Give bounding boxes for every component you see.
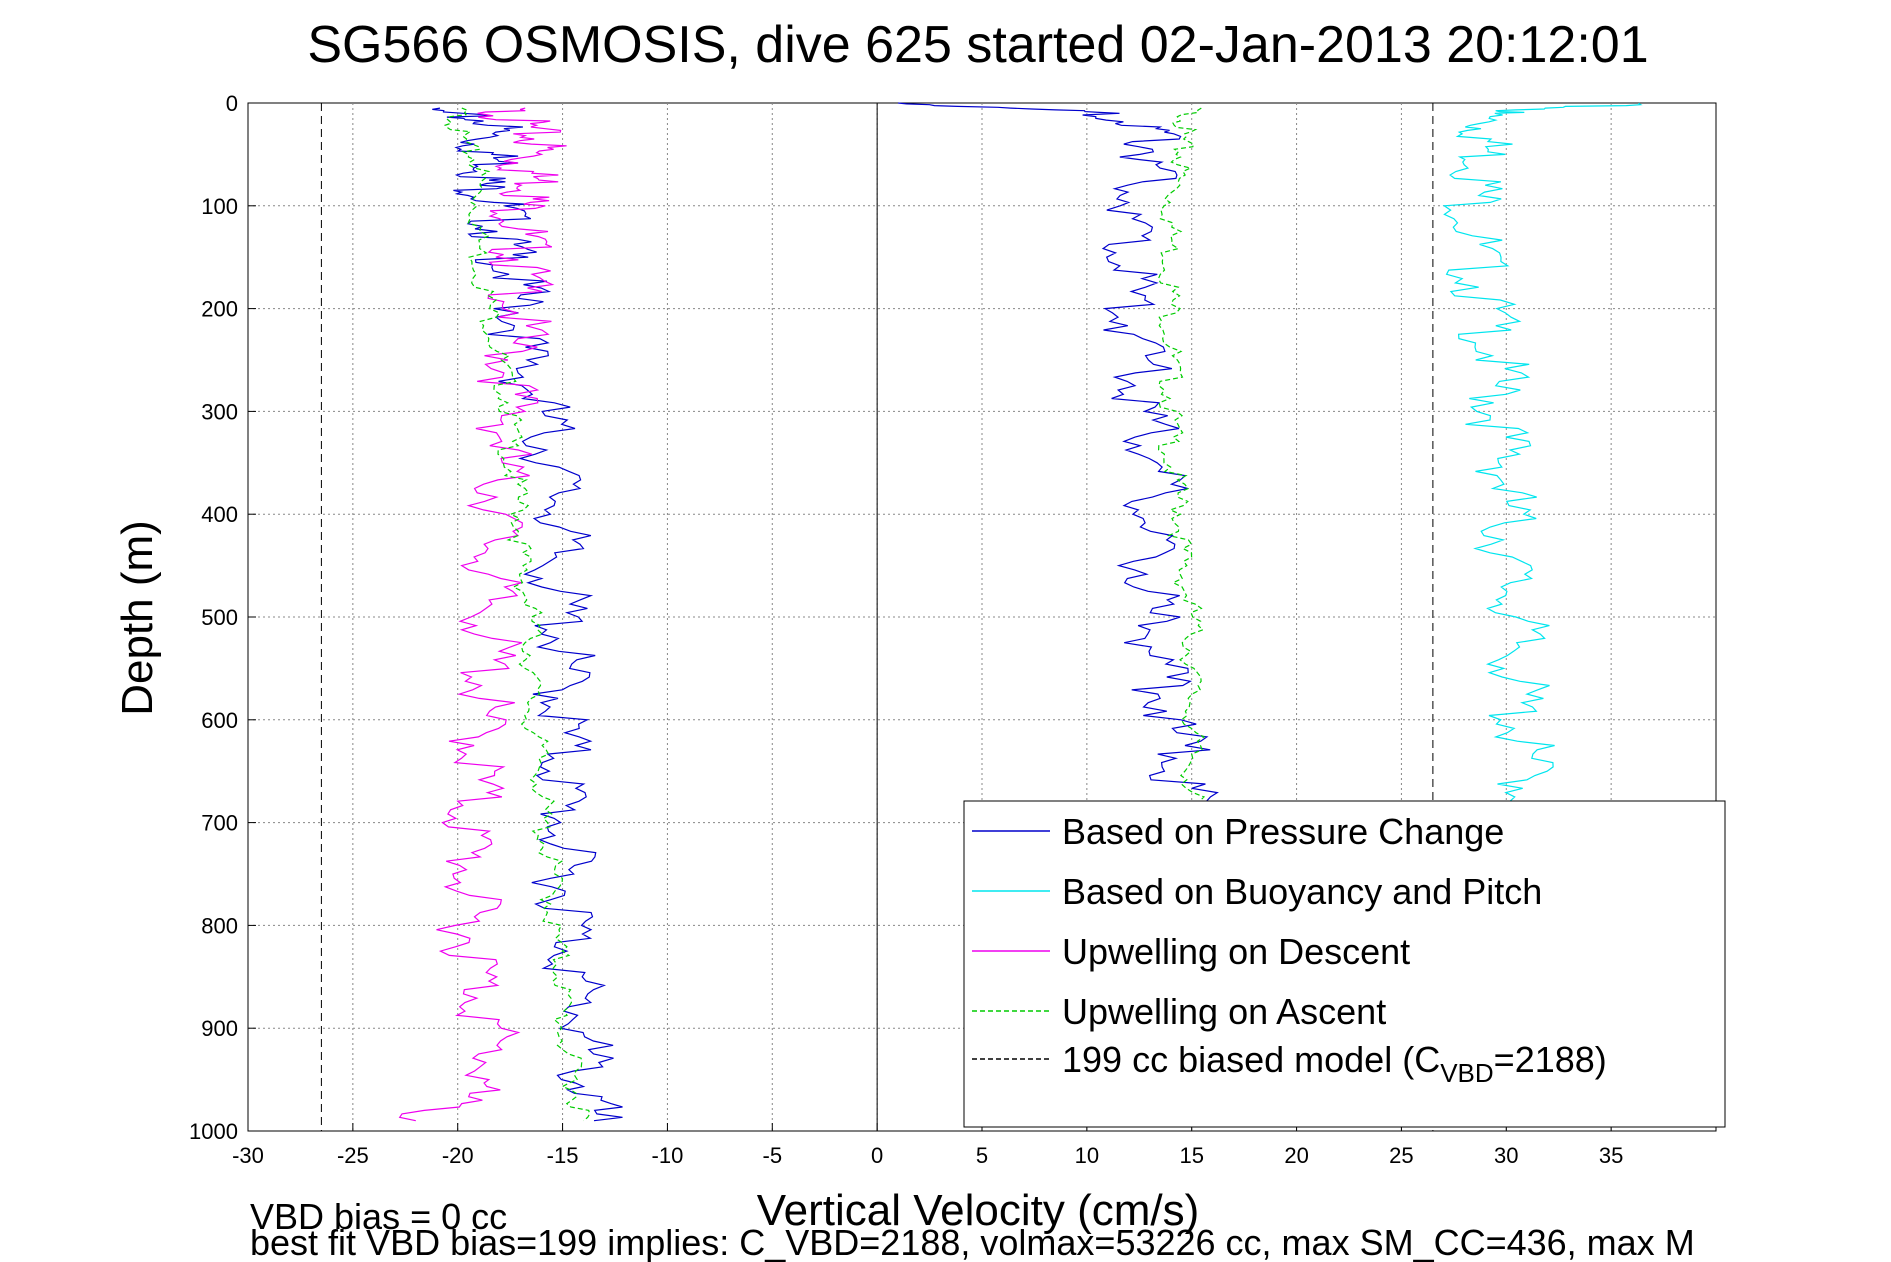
plot-area: -30 -25 -20 -15 -10 -5 0 5 10 15 20 25 30 35 0 100 200 30… bbox=[189, 91, 1717, 1168]
y-tick-label: 100 bbox=[201, 194, 238, 219]
legend-label: 199 cc biased model (CVBD=2188) bbox=[1062, 1039, 1607, 1088]
legend-label: Based on Pressure Change bbox=[1062, 811, 1504, 852]
y-tick-label: 400 bbox=[201, 502, 238, 527]
x-tick-label: -10 bbox=[652, 1143, 684, 1168]
series-line bbox=[444, 107, 591, 1122]
y-tick-label: 600 bbox=[201, 708, 238, 733]
footer-best-fit: best fit VBD bias=199 implies: C_VBD=218… bbox=[250, 1222, 1695, 1262]
x-tick-label: -30 bbox=[232, 1143, 264, 1168]
legend-label: Based on Buoyancy and Pitch bbox=[1062, 871, 1542, 912]
x-tick-label: 0 bbox=[871, 1143, 883, 1168]
x-tick-label: -25 bbox=[337, 1143, 369, 1168]
x-tick-label: 10 bbox=[1075, 1143, 1099, 1168]
data-lines bbox=[320, 102, 1643, 1131]
legend-label: Upwelling on Ascent bbox=[1062, 991, 1386, 1032]
footer-bias: VBD bias = 0 cc bbox=[250, 1196, 507, 1237]
y-tick-label: 0 bbox=[226, 91, 238, 116]
x-tick-label: 5 bbox=[976, 1143, 988, 1168]
legend-entries: Based on Pressure Change Based on Buoyanc… bbox=[972, 811, 1607, 1088]
y-tick-label: 200 bbox=[201, 297, 238, 322]
x-tick-label: 35 bbox=[1599, 1143, 1623, 1168]
legend: Based on Pressure Change Based on Buoyanc… bbox=[963, 800, 1726, 1128]
axis-ticks: -30 -25 -20 -15 -10 -5 0 5 10 15 20 25 30 35 0 100 200 30… bbox=[189, 91, 1623, 1168]
y-tick-label: 700 bbox=[201, 811, 238, 836]
x-tick-label: -20 bbox=[442, 1143, 474, 1168]
x-tick-label: 20 bbox=[1284, 1143, 1308, 1168]
y-tick-label: 800 bbox=[201, 913, 238, 938]
x-tick-label: 30 bbox=[1494, 1143, 1518, 1168]
series-line bbox=[1442, 102, 1643, 824]
chart-title: SG566 OSMOSIS, dive 625 started 02-Jan-2… bbox=[307, 16, 1648, 74]
series-line bbox=[432, 107, 623, 1122]
legend-box bbox=[963, 800, 1726, 1128]
y-tick-label: 500 bbox=[201, 605, 238, 630]
y-tick-label: 1000 bbox=[189, 1119, 238, 1144]
legend-label: Upwelling on Descent bbox=[1062, 931, 1410, 972]
x-tick-label: 15 bbox=[1179, 1143, 1203, 1168]
x-tick-label: -5 bbox=[763, 1143, 783, 1168]
series-line bbox=[398, 107, 567, 1122]
y-tick-label: 300 bbox=[201, 399, 238, 424]
y-tick-label: 900 bbox=[201, 1016, 238, 1041]
y-axis-label: Depth (m) bbox=[113, 520, 162, 716]
x-tick-label: 25 bbox=[1389, 1143, 1413, 1168]
x-axis-label: Vertical Velocity (cm/s) bbox=[757, 1186, 1200, 1235]
x-tick-label: -15 bbox=[547, 1143, 579, 1168]
